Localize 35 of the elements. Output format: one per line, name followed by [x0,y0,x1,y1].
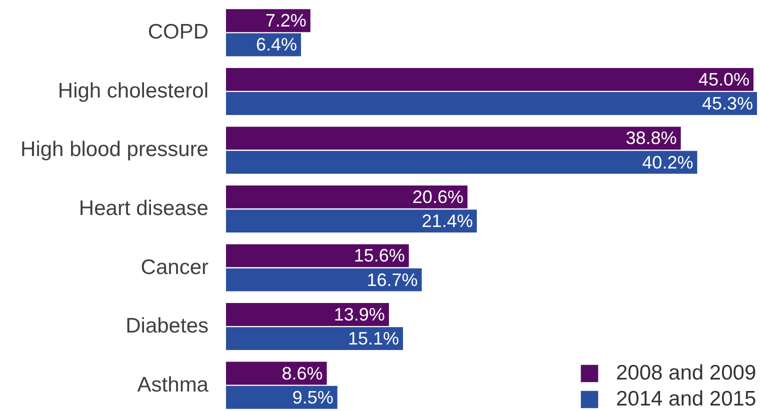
data-label: 45.0% [698,69,750,90]
data-label: 15.1% [348,328,399,349]
legend-label: 2014 and 2015 [616,388,756,410]
y-tick-label: Diabetes [126,314,208,338]
data-label: 40.2% [642,152,694,172]
data-label: 6.4% [256,34,298,55]
bar [226,126,681,150]
y-tick-label: Asthma [137,373,209,396]
y-tick-label: Cancer [140,256,208,279]
bar [226,386,338,409]
data-label: 45.3% [702,94,753,114]
bar [226,268,422,292]
data-label: 38.8% [626,128,677,148]
data-label: 13.9% [334,304,385,324]
y-tick-label: High cholesterol [58,79,208,102]
data-label: 9.5% [292,387,334,408]
data-label: 7.2% [265,10,306,31]
bar [226,210,477,233]
y-tick-label: COPD [148,20,208,44]
legend-label: 2008 and 2009 [616,362,756,384]
bar [226,303,389,326]
bar [226,327,403,350]
y-tick-label: Heart disease [78,197,208,220]
bar [226,244,409,268]
data-label: 8.6% [282,363,323,384]
data-label: 15.6% [354,246,405,266]
bar [226,185,468,208]
bar [226,9,310,32]
bar [226,68,754,91]
data-label: 20.6% [412,186,464,207]
data-label: 16.7% [366,270,418,290]
bar [226,92,757,115]
y-tick-label: High blood pressure [20,138,208,162]
data-label: 21.4% [422,211,473,232]
bar [226,150,698,174]
